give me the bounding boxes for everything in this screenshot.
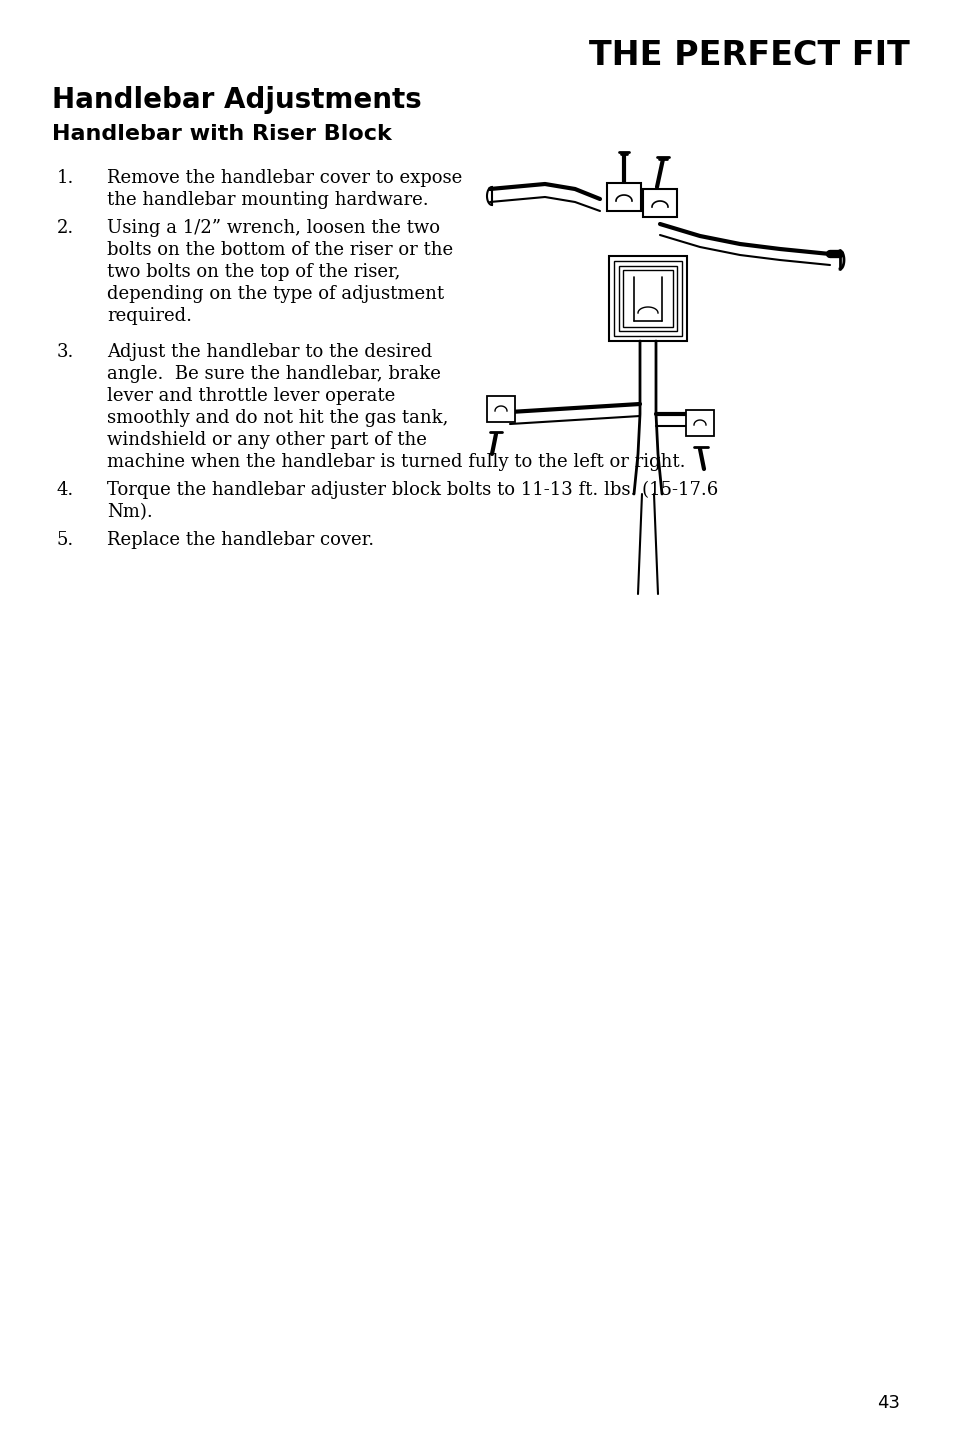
Bar	[642, 189, 677, 217]
Text: Replace the handlebar cover.: Replace the handlebar cover.	[107, 531, 374, 550]
Text: 2.: 2.	[57, 220, 74, 237]
Bar	[618, 266, 677, 332]
Text: angle.  Be sure the handlebar, brake: angle. Be sure the handlebar, brake	[107, 365, 440, 382]
Text: Torque the handlebar adjuster block bolts to 11-13 ft. lbs. (15-17.6: Torque the handlebar adjuster block bolt…	[107, 481, 718, 499]
Text: 5.: 5.	[57, 531, 74, 550]
Text: 43: 43	[876, 1394, 899, 1412]
Text: Handlebar with Riser Block: Handlebar with Riser Block	[52, 124, 392, 144]
Text: the handlebar mounting hardware.: the handlebar mounting hardware.	[107, 190, 428, 209]
Bar	[622, 270, 672, 327]
Text: Using a 1/2” wrench, loosen the two: Using a 1/2” wrench, loosen the two	[107, 220, 439, 237]
Bar	[685, 410, 713, 436]
Text: lever and throttle lever operate: lever and throttle lever operate	[107, 387, 395, 406]
Text: required.: required.	[107, 307, 192, 326]
Text: Handlebar Adjustments: Handlebar Adjustments	[52, 86, 421, 113]
Text: Adjust the handlebar to the desired: Adjust the handlebar to the desired	[107, 343, 432, 361]
Bar	[614, 262, 681, 336]
Bar	[608, 256, 686, 342]
Text: Remove the handlebar cover to expose: Remove the handlebar cover to expose	[107, 169, 462, 188]
Text: Nm).: Nm).	[107, 503, 152, 521]
Text: two bolts on the top of the riser,: two bolts on the top of the riser,	[107, 263, 400, 281]
Text: windshield or any other part of the: windshield or any other part of the	[107, 430, 426, 449]
Bar	[606, 183, 640, 211]
Text: smoothly and do not hit the gas tank,: smoothly and do not hit the gas tank,	[107, 409, 448, 427]
Bar	[486, 395, 515, 422]
Text: 1.: 1.	[57, 169, 74, 188]
Text: 4.: 4.	[57, 481, 74, 499]
Text: machine when the handlebar is turned fully to the left or right.: machine when the handlebar is turned ful…	[107, 454, 685, 471]
Text: bolts on the bottom of the riser or the: bolts on the bottom of the riser or the	[107, 241, 453, 259]
Text: depending on the type of adjustment: depending on the type of adjustment	[107, 285, 444, 302]
Text: 3.: 3.	[57, 343, 74, 361]
Text: THE PERFECT FIT: THE PERFECT FIT	[589, 39, 909, 73]
